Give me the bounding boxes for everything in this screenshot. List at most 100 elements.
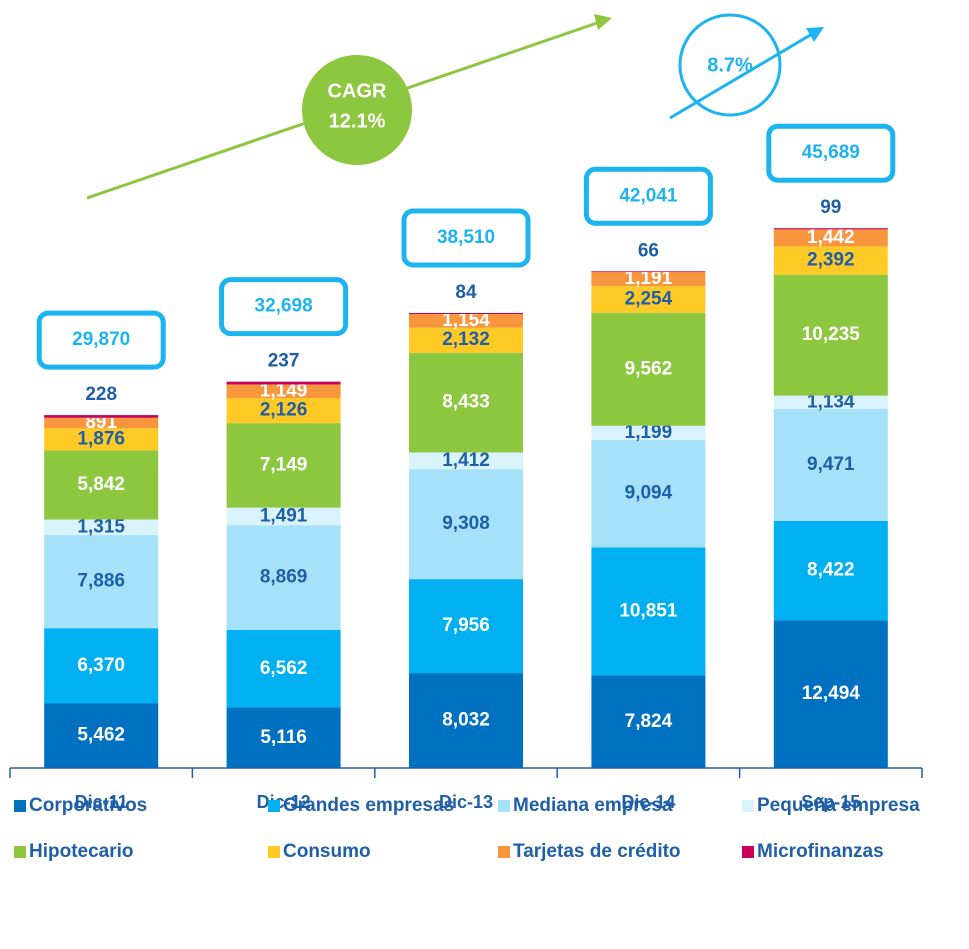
bar-segment [226, 423, 341, 508]
legend-swatch [742, 846, 754, 858]
bar-segment [409, 673, 523, 768]
bar-segment [591, 312, 706, 426]
data-label: 8,422 [807, 560, 855, 581]
legend-swatch [498, 800, 510, 812]
bar-segment [591, 547, 706, 676]
bar-segment [409, 452, 523, 470]
bar-segment [226, 381, 341, 385]
data-label: 9,471 [807, 454, 855, 475]
growth-arrow [669, 32, 813, 120]
data-label: 1,191 [625, 268, 673, 289]
data-label: 7,956 [442, 615, 490, 636]
legend-swatch [742, 800, 754, 812]
data-label: 12,494 [802, 683, 861, 704]
total-label: 42,041 [619, 185, 678, 206]
legend-swatch [498, 846, 510, 858]
data-label: 7,886 [77, 571, 125, 592]
bar-segment [591, 439, 706, 548]
x-tick-label: Dic-13 [439, 792, 493, 812]
data-label: 9,308 [442, 513, 490, 534]
bar-segment [591, 286, 706, 313]
data-label: 2,392 [807, 250, 855, 271]
bar-segment [226, 707, 341, 768]
data-label: 1,876 [77, 428, 125, 449]
bar-segment [409, 352, 523, 453]
data-label: 5,842 [77, 474, 125, 495]
data-label: 6,370 [77, 655, 125, 676]
data-label: 6,562 [260, 658, 308, 679]
bar-segment [773, 229, 888, 247]
data-label: 2,132 [442, 329, 490, 350]
total-box [219, 277, 349, 337]
data-label: 1,412 [442, 450, 490, 471]
bar-segment [409, 327, 523, 353]
data-label: 2,254 [625, 288, 673, 309]
data-label: 10,851 [619, 600, 678, 621]
bar-segment [591, 675, 706, 768]
data-label: 1,154 [442, 310, 490, 331]
total-box [583, 166, 713, 226]
cagr-label: CAGR [328, 80, 387, 102]
bar-segment [409, 469, 523, 580]
bar-segment [773, 274, 888, 396]
legend-swatch [268, 846, 280, 858]
legend-label: Grandes empresas [283, 795, 454, 816]
total-label: 29,870 [72, 329, 130, 350]
bar-segment [591, 425, 706, 440]
data-label: 1,315 [77, 516, 125, 537]
legend-label: Microfinanzas [757, 841, 884, 862]
total-label: 45,689 [802, 142, 860, 163]
bar-segment [409, 312, 523, 314]
bar-segment [773, 620, 888, 768]
legend-label: Consumo [283, 841, 371, 862]
bar-segment [409, 579, 523, 674]
legend-swatch [14, 846, 26, 858]
data-label: 10,235 [802, 324, 861, 345]
data-label: 66 [638, 240, 659, 261]
bar-segment [44, 628, 159, 704]
bar-segment [44, 428, 159, 451]
data-label: 99 [820, 197, 841, 218]
total-box [36, 310, 166, 370]
legend-label: Pequeña empresa [757, 795, 920, 816]
bar-segment [773, 228, 888, 230]
bar-segment [44, 415, 159, 418]
bar-segment [773, 520, 888, 621]
legend-label: Hipotecario [29, 841, 134, 862]
bar-segment [773, 246, 888, 275]
data-label: 8,032 [442, 710, 490, 731]
cagr-value: 12.1% [329, 110, 386, 132]
data-label: 1,491 [260, 505, 308, 526]
data-label: 1,149 [260, 380, 308, 401]
legend-swatch [268, 800, 280, 812]
data-label: 1,442 [807, 227, 855, 248]
bar-segment [44, 417, 159, 429]
cagr-circle [302, 55, 412, 165]
growth-circle [678, 13, 782, 117]
bar-segment [773, 408, 888, 521]
bar-segment [226, 507, 341, 526]
data-label: 228 [85, 384, 117, 405]
legend-label: Tarjetas de crédito [513, 841, 681, 862]
bar-segment [44, 519, 159, 536]
bar-segment [773, 395, 888, 409]
data-label: 9,094 [625, 483, 673, 504]
data-label: 84 [455, 282, 477, 303]
bar-segment [226, 630, 341, 708]
bar-segment [44, 703, 159, 768]
data-label: 1,199 [625, 422, 673, 443]
legend-label: Mediana empresa [513, 795, 673, 816]
total-box [766, 123, 896, 183]
bar-segment [591, 272, 706, 287]
data-label: 8,433 [442, 392, 490, 413]
data-label: 2,126 [260, 400, 308, 421]
x-tick-label: Dic-14 [621, 792, 675, 812]
growth-value: 8.7% [707, 54, 753, 76]
growth-arrowhead [806, 27, 824, 42]
bar-segment [226, 525, 341, 631]
total-label: 32,698 [255, 296, 313, 317]
data-label: 9,562 [625, 358, 673, 379]
data-label: 7,824 [625, 711, 673, 732]
bar-segment [44, 535, 159, 629]
